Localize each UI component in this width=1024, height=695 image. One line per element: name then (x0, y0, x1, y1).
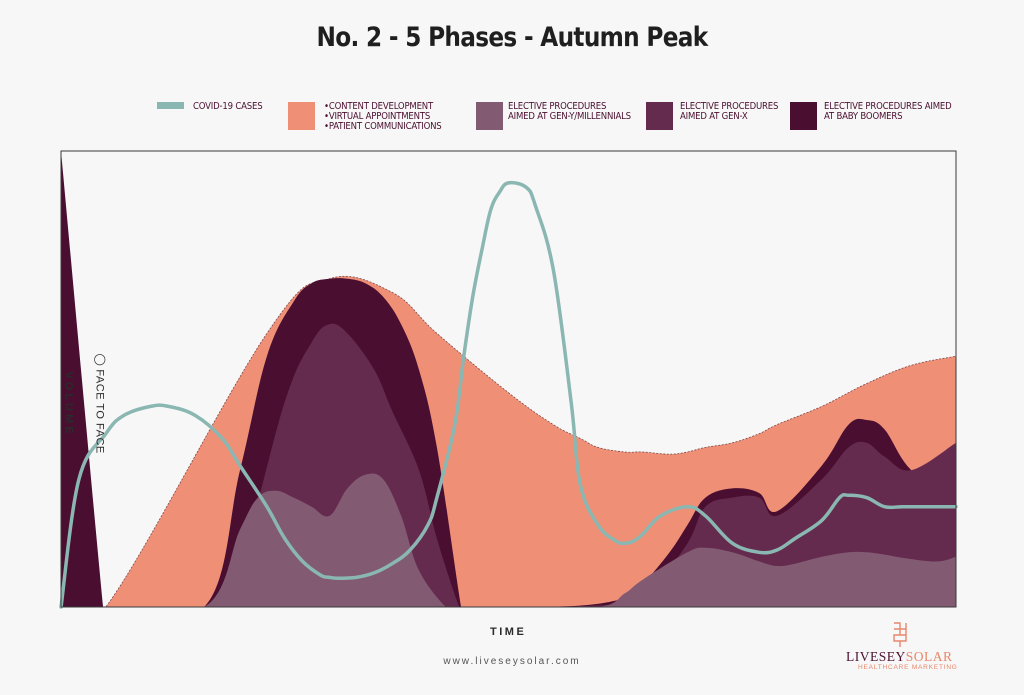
legend-label-covid: COVID-19 CASES (193, 101, 263, 112)
face-to-face-annotation: ◯ FACE TO FACE (93, 353, 107, 454)
area-outline-content (60, 275, 957, 608)
brand-name-first: LIVESEY (846, 649, 906, 664)
chart-title: No. 2 - 5 Phases - Autumn Peak (316, 22, 708, 53)
brand-name: LIVESEYSOLAR (846, 649, 953, 665)
website-url: www.liveseysolar.com (443, 656, 581, 667)
series-line-covid (59, 180, 958, 609)
legend-swatch-content (288, 102, 315, 130)
y-axis-label: VOLUME (62, 371, 75, 437)
people-icon: ◯ (93, 353, 107, 366)
legend-swatch-genx (646, 102, 673, 130)
x-axis-label: TIME (490, 626, 527, 638)
brand-name-second: SOLAR (905, 649, 953, 664)
legend-swatch-boomers (790, 102, 817, 130)
face-to-face-label: FACE TO FACE (93, 369, 106, 454)
plot-border (60, 150, 957, 608)
brand-logo-icon (893, 622, 907, 647)
legend-swatch-geny (476, 102, 503, 130)
legend-label-genx: ELECTIVE PROCEDURES AIMED AT GEN-X (680, 101, 779, 122)
brand-tagline: HEALTHCARE MARKETING (858, 664, 958, 671)
legend-label-content: •CONTENT DEVELOPMENT •VIRTUAL APPOINTMEN… (324, 101, 442, 132)
legend-swatch-covid (157, 102, 184, 109)
legend-label-boomers: ELECTIVE PROCEDURES AIMED AT BABY BOOMER… (824, 101, 952, 122)
area-geny (61, 473, 956, 607)
legend-label-geny: ELECTIVE PROCEDURES AIMED AT GEN-Y/MILLE… (508, 101, 631, 122)
